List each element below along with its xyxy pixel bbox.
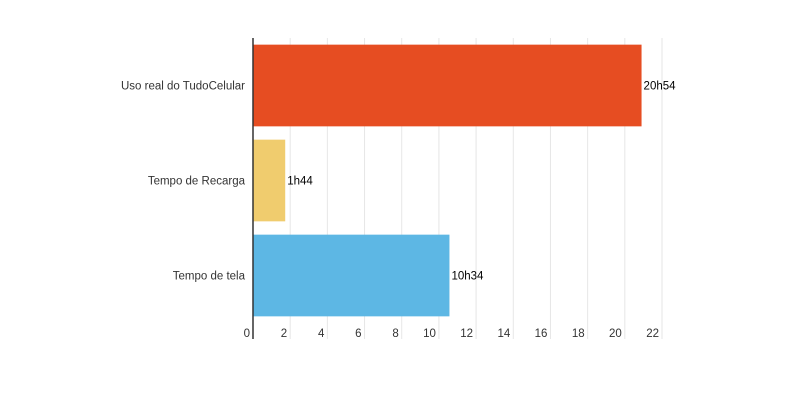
x-tick-label: 8 — [392, 328, 398, 340]
labels: 0 2 4 6 8 10 12 14 16 18 20 22 Uso real do TudoCelul… — [121, 81, 676, 341]
x-tick-label: 22 — [646, 328, 659, 340]
x-tick-label: 14 — [497, 328, 510, 340]
x-tick-label: 4 — [318, 328, 325, 340]
x-tick-label: 18 — [572, 328, 585, 340]
category-label: Tempo de tela — [173, 271, 246, 283]
bars — [253, 44, 642, 317]
x-tick-label: 2 — [281, 328, 287, 340]
category-label: Tempo de Recarga — [148, 176, 246, 188]
value-label: 10h34 — [451, 271, 484, 283]
bar-0 — [253, 44, 642, 127]
bar-2 — [253, 234, 450, 317]
value-label: 1h44 — [287, 176, 313, 188]
value-label: 20h54 — [644, 81, 677, 93]
x-tick-label: 20 — [609, 328, 622, 340]
x-tick-label: 10 — [423, 328, 436, 340]
category-label: Uso real do TudoCelular — [121, 81, 245, 93]
x-tick-label: 16 — [535, 328, 548, 340]
x-tick-label: 0 — [244, 328, 250, 340]
x-tick-label: 12 — [460, 328, 473, 340]
x-tick-label: 6 — [355, 328, 361, 340]
bar-1 — [253, 139, 286, 222]
